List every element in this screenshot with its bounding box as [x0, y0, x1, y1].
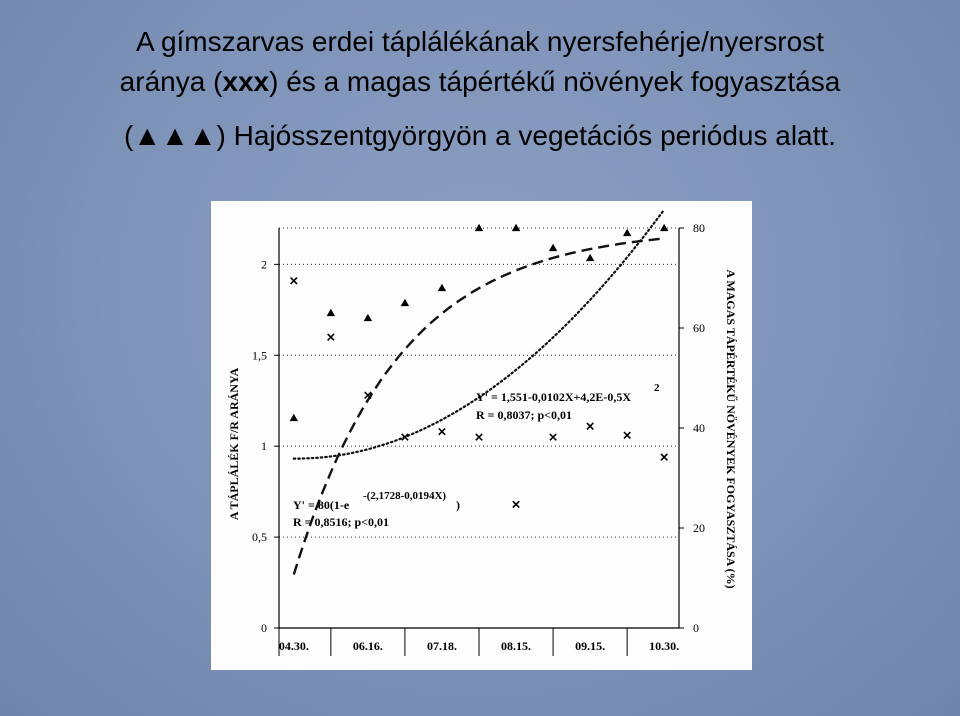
- triangle-marker-point: [400, 298, 410, 307]
- title-line-2: aránya (xxx) és a magas tápértékű növény…: [20, 62, 940, 102]
- fit2-equation-suffix: ): [456, 498, 460, 512]
- left-tick-label: 1: [261, 439, 267, 453]
- fit1-equation: Y' = 1,551-0,0102X+4,2E-0,5X: [476, 390, 631, 404]
- x-marker-point: [660, 453, 668, 461]
- x-marker-point: [586, 422, 594, 430]
- x-tick-label: 06.16.: [353, 639, 383, 653]
- fit2-superscript: -(2,1728-0,0194X): [363, 490, 446, 502]
- x-marker-legend: xxx: [222, 66, 270, 97]
- fit2-equation: Y' = 80(1-e: [293, 498, 350, 512]
- triangle-marker-point: [511, 223, 521, 232]
- triangle-marker-point: [474, 223, 484, 232]
- x-marker-point: [401, 433, 409, 441]
- fit-curve-dashed: [292, 237, 665, 575]
- triangle-marker-legend: ▲▲▲: [133, 120, 217, 151]
- right-axis-title: A MAGAS TÁPÉRTÉKŰ NÖVÉNYEK FOGYASZTÁSA (…: [724, 269, 739, 588]
- right-tick-label: 40: [693, 421, 705, 435]
- fit1-superscript: 2: [654, 382, 660, 394]
- triangle-marker-point: [326, 308, 336, 317]
- triangle-marker-point: [437, 283, 447, 292]
- title-line-2-pre: aránya (: [119, 66, 223, 97]
- right-tick-label: 60: [693, 321, 705, 335]
- right-tick-label: 0: [693, 621, 699, 635]
- title-line-3-pre: (: [124, 120, 134, 151]
- x-marker-point: [438, 427, 446, 436]
- x-marker-point: [364, 391, 372, 400]
- x-marker-point: [290, 276, 298, 285]
- chart-panel: 0 0,5 1 1,5 2 0 20 40 60 80 04.30. 06.16. 07.18. 08.1…: [211, 201, 752, 670]
- grid-lines: [279, 227, 679, 538]
- x-marker-point: [475, 433, 483, 441]
- data-points: [289, 223, 669, 509]
- title-line-1: A gímszarvas erdei táplálékának nyersfeh…: [136, 26, 824, 57]
- title-line-3: (▲▲▲) Hajósszentgyörgyön a vegetációs pe…: [20, 116, 940, 156]
- slide-title: A gímszarvas erdei táplálékának nyersfeh…: [20, 22, 940, 156]
- right-tick-label: 20: [693, 521, 705, 535]
- fit2-stats: R = 0,8516; p<0,01: [293, 515, 389, 529]
- x-marker-point: [327, 333, 335, 341]
- triangle-marker-point: [622, 228, 632, 237]
- fit1-stats: R = 0,8037; p<0,01: [476, 408, 572, 422]
- x-marker-point: [623, 431, 631, 440]
- triangle-marker-point: [659, 223, 669, 232]
- title-line-3-post: ) Hajósszentgyörgyön a vegetációs periód…: [216, 120, 836, 151]
- right-tick-label: 80: [693, 221, 705, 235]
- x-marker-point: [512, 500, 520, 509]
- axes: [274, 227, 684, 656]
- x-tick-label: 10.30.: [649, 639, 679, 653]
- fit-curve-dotted: [292, 208, 666, 460]
- triangle-marker-point: [289, 413, 299, 422]
- triangle-marker-point: [548, 243, 558, 252]
- x-marker-point: [549, 433, 557, 441]
- x-tick-label: 04.30.: [279, 639, 309, 653]
- left-tick-label: 2: [261, 257, 267, 271]
- x-tick-label: 08.15.: [501, 639, 531, 653]
- triangle-marker-point: [363, 313, 373, 322]
- x-tick-label: 09.15.: [575, 639, 605, 653]
- left-tick-label: 0: [261, 621, 267, 635]
- left-tick-label: 1,5: [252, 348, 267, 362]
- x-tick-label: 07.18.: [427, 639, 457, 653]
- left-axis-title: A TÁPLÁLÉK F/R ARÁNYA: [227, 367, 241, 520]
- fit-curves: [292, 208, 666, 575]
- left-tick-label: 0,5: [252, 530, 267, 544]
- title-line-2-post: ) és a magas tápértékű növények fogyaszt…: [269, 66, 841, 97]
- triangle-marker-point: [585, 253, 595, 262]
